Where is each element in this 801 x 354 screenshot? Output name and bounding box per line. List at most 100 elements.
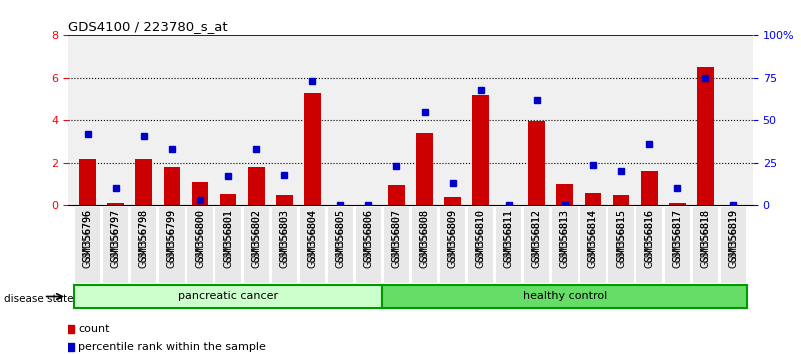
FancyBboxPatch shape (609, 207, 634, 283)
Text: GSM356806: GSM356806 (364, 209, 373, 262)
FancyBboxPatch shape (721, 207, 746, 283)
Bar (388, 185, 405, 205)
Text: GSM356813: GSM356813 (560, 209, 570, 268)
Bar (248, 167, 264, 205)
FancyBboxPatch shape (440, 207, 465, 283)
Bar (382, 285, 747, 308)
Text: GSM356796: GSM356796 (83, 209, 93, 262)
FancyBboxPatch shape (328, 207, 353, 283)
FancyBboxPatch shape (75, 207, 100, 283)
FancyBboxPatch shape (496, 207, 521, 283)
Text: GSM356807: GSM356807 (392, 209, 401, 262)
Bar (613, 195, 630, 205)
FancyBboxPatch shape (131, 207, 156, 283)
Text: GSM356815: GSM356815 (616, 209, 626, 268)
FancyBboxPatch shape (103, 207, 128, 283)
Text: GSM356804: GSM356804 (308, 209, 317, 262)
Text: percentile rank within the sample: percentile rank within the sample (78, 342, 266, 352)
Text: GSM356803: GSM356803 (280, 209, 289, 268)
Text: GSM356811: GSM356811 (504, 209, 513, 268)
Text: disease state: disease state (4, 294, 74, 304)
Bar (669, 203, 686, 205)
Text: GSM356805: GSM356805 (336, 209, 345, 268)
FancyBboxPatch shape (580, 207, 606, 283)
Text: GSM356812: GSM356812 (532, 209, 541, 262)
FancyBboxPatch shape (665, 207, 690, 283)
Text: GSM356812: GSM356812 (532, 209, 541, 268)
Bar (585, 193, 602, 205)
Text: GSM356801: GSM356801 (223, 209, 233, 268)
Bar (276, 195, 292, 205)
Text: healthy control: healthy control (523, 291, 607, 302)
Text: GSM356806: GSM356806 (364, 209, 373, 268)
Text: GDS4100 / 223780_s_at: GDS4100 / 223780_s_at (68, 20, 227, 33)
Text: GSM356799: GSM356799 (167, 209, 177, 262)
FancyBboxPatch shape (384, 207, 409, 283)
Text: GSM356818: GSM356818 (700, 209, 710, 262)
Bar (219, 194, 236, 205)
FancyBboxPatch shape (215, 207, 241, 283)
Text: GSM356800: GSM356800 (195, 209, 205, 262)
FancyBboxPatch shape (468, 207, 493, 283)
FancyBboxPatch shape (159, 207, 184, 283)
FancyBboxPatch shape (187, 207, 212, 283)
Bar (529, 121, 545, 205)
Text: GSM356810: GSM356810 (476, 209, 485, 262)
Text: GSM356800: GSM356800 (195, 209, 205, 268)
FancyBboxPatch shape (300, 207, 325, 283)
FancyBboxPatch shape (693, 207, 718, 283)
Text: GSM356814: GSM356814 (588, 209, 598, 262)
FancyBboxPatch shape (244, 207, 269, 283)
Text: GSM356817: GSM356817 (672, 209, 682, 268)
Text: GSM356805: GSM356805 (336, 209, 345, 262)
Text: GSM356804: GSM356804 (308, 209, 317, 268)
Text: GSM356819: GSM356819 (728, 209, 739, 268)
Bar (135, 159, 152, 205)
FancyBboxPatch shape (272, 207, 297, 283)
Text: GSM356798: GSM356798 (139, 209, 149, 262)
Bar (473, 95, 489, 205)
FancyBboxPatch shape (637, 207, 662, 283)
Text: GSM356819: GSM356819 (728, 209, 739, 262)
Text: GSM356802: GSM356802 (252, 209, 261, 268)
Text: GSM356811: GSM356811 (504, 209, 513, 262)
Bar (107, 203, 124, 205)
Text: GSM356797: GSM356797 (111, 209, 121, 262)
Text: GSM356818: GSM356818 (700, 209, 710, 268)
Text: GSM356809: GSM356809 (448, 209, 457, 268)
Text: GSM356816: GSM356816 (644, 209, 654, 262)
Bar (79, 159, 96, 205)
Text: GSM356808: GSM356808 (420, 209, 429, 262)
Text: pancreatic cancer: pancreatic cancer (178, 291, 278, 302)
FancyBboxPatch shape (552, 207, 578, 283)
Text: GSM356802: GSM356802 (252, 209, 261, 262)
Text: GSM356797: GSM356797 (111, 209, 121, 268)
Text: GSM356807: GSM356807 (392, 209, 401, 268)
Text: GSM356816: GSM356816 (644, 209, 654, 268)
Text: GSM356817: GSM356817 (672, 209, 682, 262)
Bar (641, 171, 658, 205)
Text: GSM356798: GSM356798 (139, 209, 149, 268)
Text: GSM356808: GSM356808 (420, 209, 429, 268)
Bar (417, 133, 433, 205)
Bar (191, 182, 208, 205)
Bar (557, 184, 574, 205)
Bar (163, 167, 180, 205)
Text: GSM356815: GSM356815 (616, 209, 626, 262)
Bar (697, 67, 714, 205)
Text: GSM356801: GSM356801 (223, 209, 233, 262)
Text: GSM356813: GSM356813 (560, 209, 570, 262)
Text: GSM356809: GSM356809 (448, 209, 457, 262)
Text: GSM356796: GSM356796 (83, 209, 93, 268)
FancyBboxPatch shape (412, 207, 437, 283)
Bar (74, 285, 382, 308)
Text: GSM356814: GSM356814 (588, 209, 598, 268)
Text: count: count (78, 324, 110, 334)
Text: GSM356810: GSM356810 (476, 209, 485, 268)
Text: GSM356799: GSM356799 (167, 209, 177, 268)
Bar (304, 93, 320, 205)
FancyBboxPatch shape (524, 207, 549, 283)
Text: GSM356803: GSM356803 (280, 209, 289, 262)
Bar (445, 197, 461, 205)
FancyBboxPatch shape (356, 207, 381, 283)
